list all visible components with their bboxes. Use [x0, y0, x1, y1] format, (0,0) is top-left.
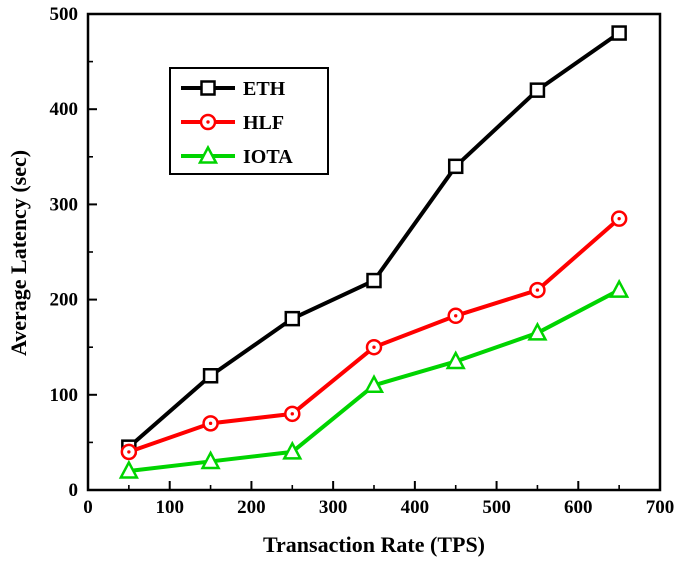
x-tick-label: 700 [646, 497, 675, 518]
legend: ETH HLF IOTA [169, 67, 329, 175]
data-point-marker-dot [372, 345, 376, 349]
y-tick-label: 100 [50, 385, 79, 406]
data-point-marker-dot [290, 412, 294, 416]
data-point-marker [611, 25, 627, 41]
data-point-marker [202, 368, 219, 384]
data-point-marker-dot [454, 314, 458, 318]
y-tick-label: 400 [50, 99, 79, 120]
data-point-marker [447, 158, 464, 175]
y-tick-label: 0 [69, 480, 79, 501]
data-point-marker [118, 459, 139, 479]
x-tick-label: 300 [319, 497, 348, 518]
data-point-marker [200, 80, 216, 96]
data-point-marker-dot [206, 120, 210, 124]
y-tick-label: 300 [50, 194, 79, 215]
legend-label-eth: ETH [243, 78, 286, 100]
data-point-marker [284, 310, 301, 327]
data-point-marker [527, 321, 548, 341]
data-point-marker [445, 350, 466, 370]
data-point-marker-dot [208, 421, 213, 426]
y-tick-label: 500 [50, 4, 79, 25]
data-point-marker-dot [127, 450, 131, 454]
legend-label-hlf: HLF [243, 112, 284, 134]
data-point-marker [200, 450, 221, 470]
x-tick-label: 600 [564, 497, 593, 518]
series-line-hlf [126, 216, 622, 454]
x-tick-label: 400 [401, 497, 430, 518]
x-tick-label: 100 [155, 497, 184, 518]
x-axis-label: Transaction Rate (TPS) [262, 532, 486, 557]
data-point-marker-dot [617, 216, 621, 221]
data-point-marker [529, 82, 546, 98]
x-tick-label: 200 [237, 497, 266, 518]
x-tick-label: 0 [83, 497, 93, 518]
legend-label-iota: IOTA [243, 146, 293, 168]
y-axis-label: Average Latency (sec) [6, 149, 31, 356]
data-point-marker [363, 374, 385, 394]
data-point-marker [366, 272, 382, 289]
data-point-marker-dot [535, 288, 540, 292]
data-point-marker [282, 440, 303, 460]
data-point-marker [609, 278, 630, 298]
x-tick-label: 500 [482, 497, 511, 518]
data-point-marker [197, 144, 219, 164]
y-tick-label: 200 [50, 290, 79, 311]
